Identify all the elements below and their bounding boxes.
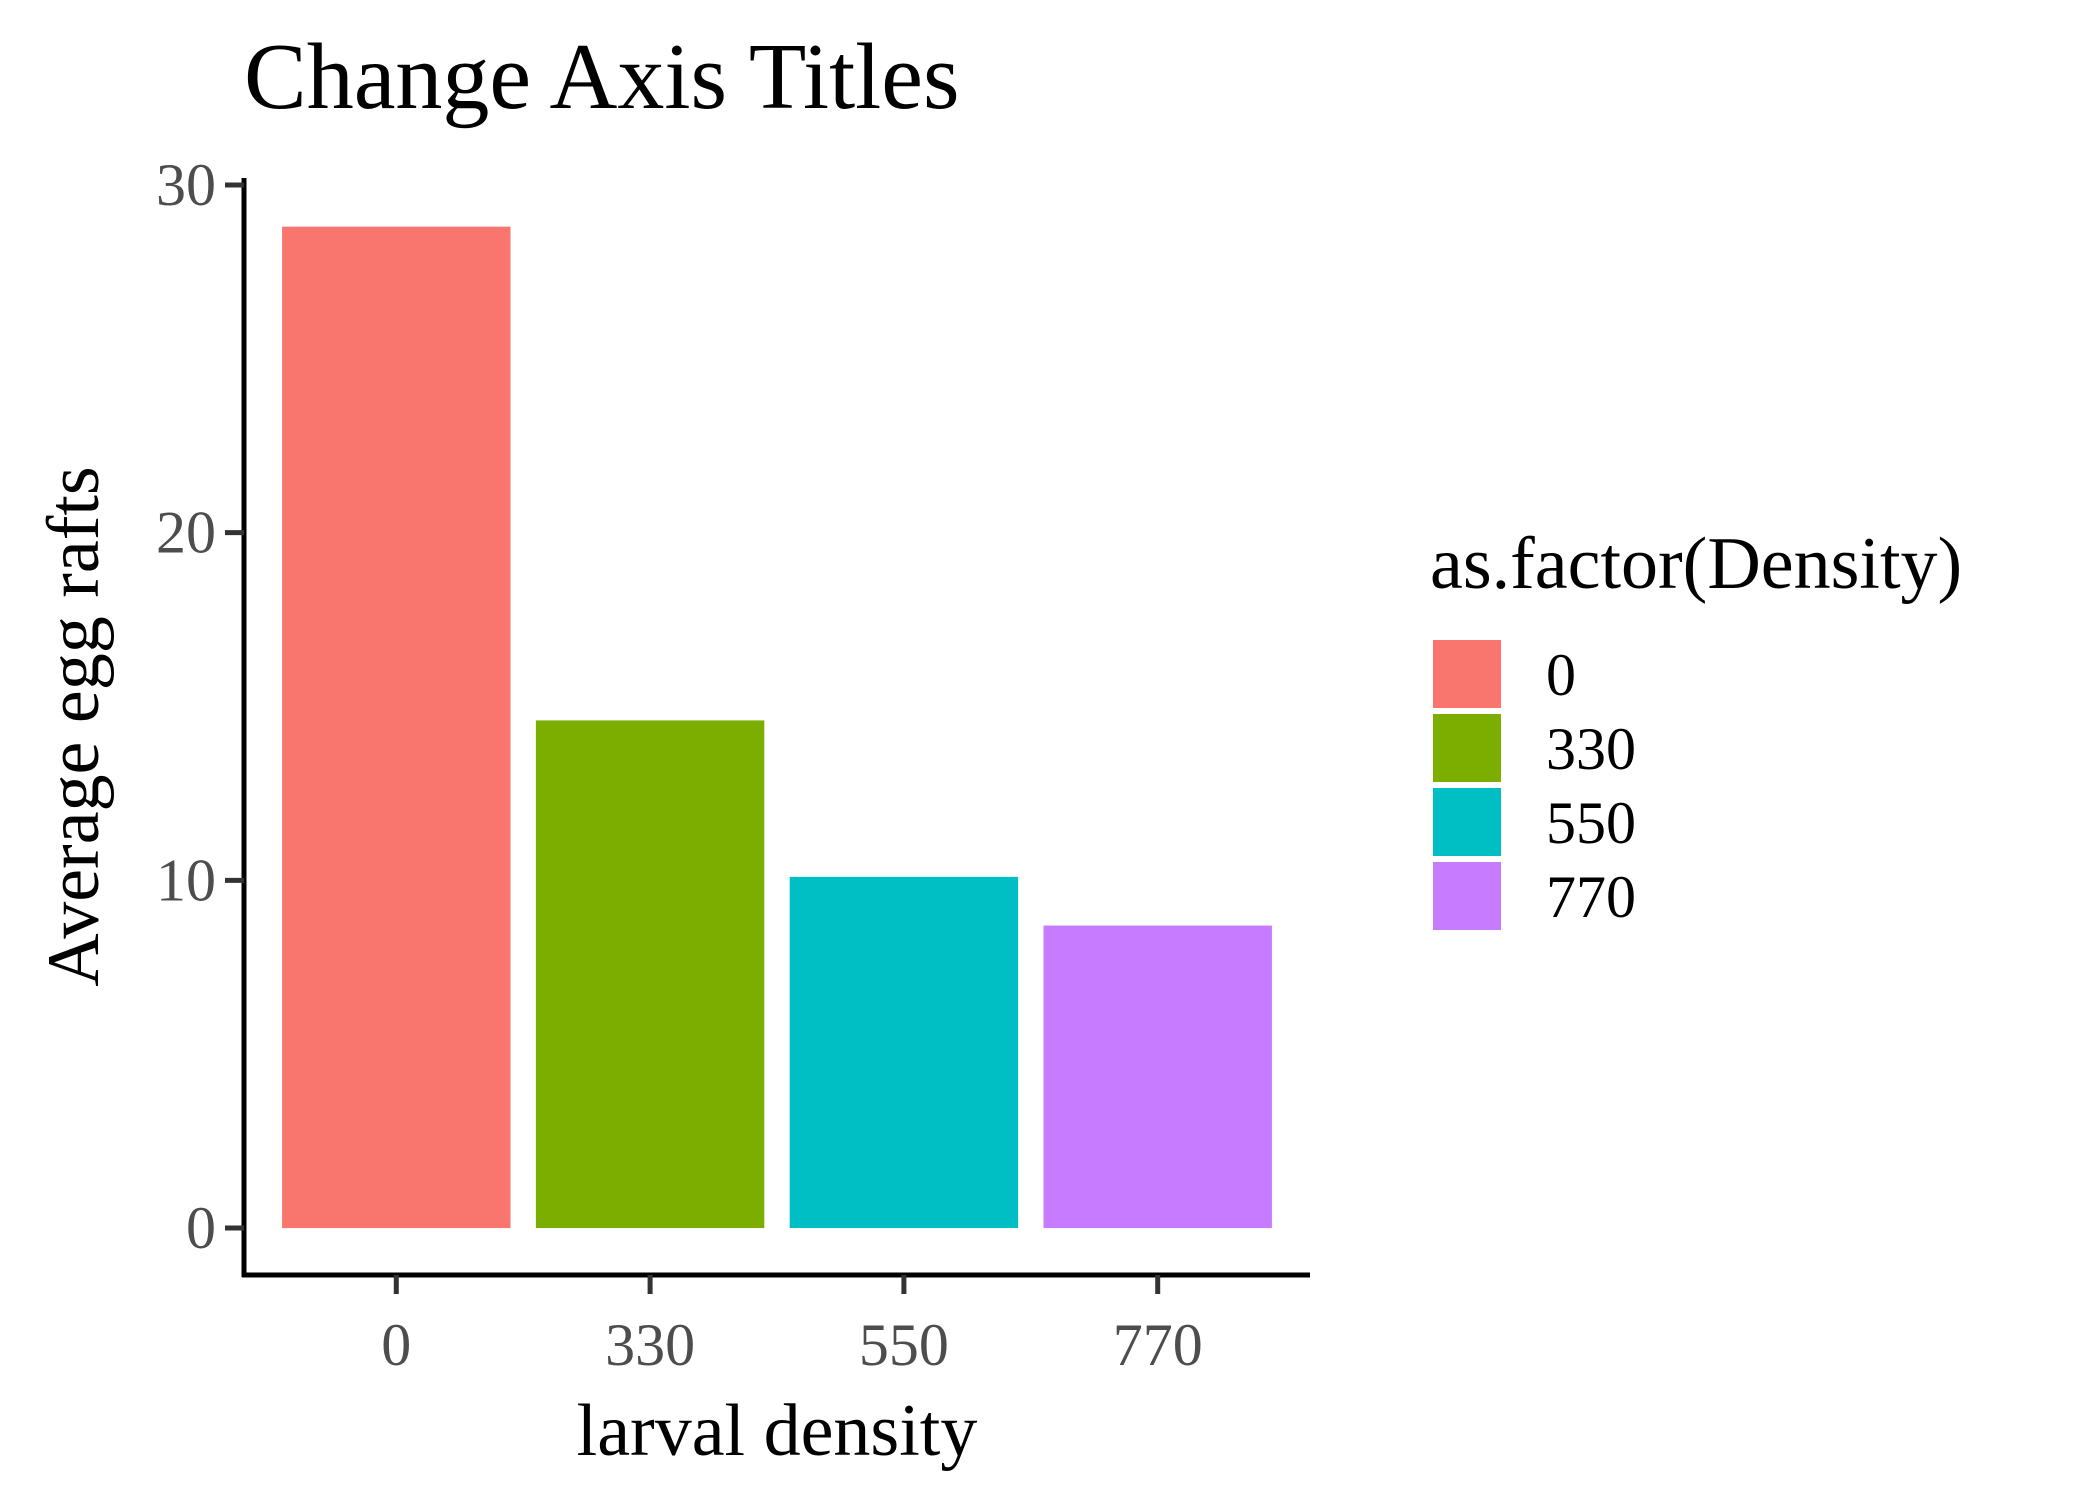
chart-title: Change Axis Titles [244, 25, 960, 129]
legend-key-550 [1433, 788, 1501, 856]
bar-550 [789, 876, 1019, 1229]
bar-330 [535, 720, 765, 1229]
legend-label-0: 0 [1546, 642, 1576, 708]
legend: as.factor(Density) 0 330 550 770 [1430, 523, 1962, 930]
y-axis: 0 10 20 30 [156, 152, 247, 1277]
bar-770 [1043, 925, 1272, 1229]
x-tick-label-330: 330 [605, 1312, 695, 1378]
bars-group [282, 226, 1272, 1229]
x-axis-title: larval density [577, 1390, 978, 1472]
y-tick-label-0: 0 [186, 1195, 216, 1261]
legend-label-770: 770 [1546, 864, 1636, 930]
y-tick-label-10: 10 [156, 847, 216, 913]
x-tick-label-0: 0 [381, 1312, 411, 1378]
legend-label-550: 550 [1546, 790, 1636, 856]
x-tick-label-770: 770 [1113, 1312, 1203, 1378]
legend-title: as.factor(Density) [1430, 523, 1962, 605]
y-tick-label-20: 20 [156, 500, 216, 566]
legend-key-330 [1433, 714, 1501, 782]
x-tick-label-550: 550 [859, 1312, 949, 1378]
legend-key-770 [1433, 862, 1501, 930]
bar-0 [282, 226, 511, 1229]
legend-label-330: 330 [1546, 716, 1636, 782]
y-axis-title: Average egg rafts [33, 466, 115, 986]
x-axis: 0 330 550 770 [242, 1272, 1310, 1378]
legend-key-0 [1433, 640, 1501, 708]
y-tick-label-30: 30 [156, 152, 216, 218]
